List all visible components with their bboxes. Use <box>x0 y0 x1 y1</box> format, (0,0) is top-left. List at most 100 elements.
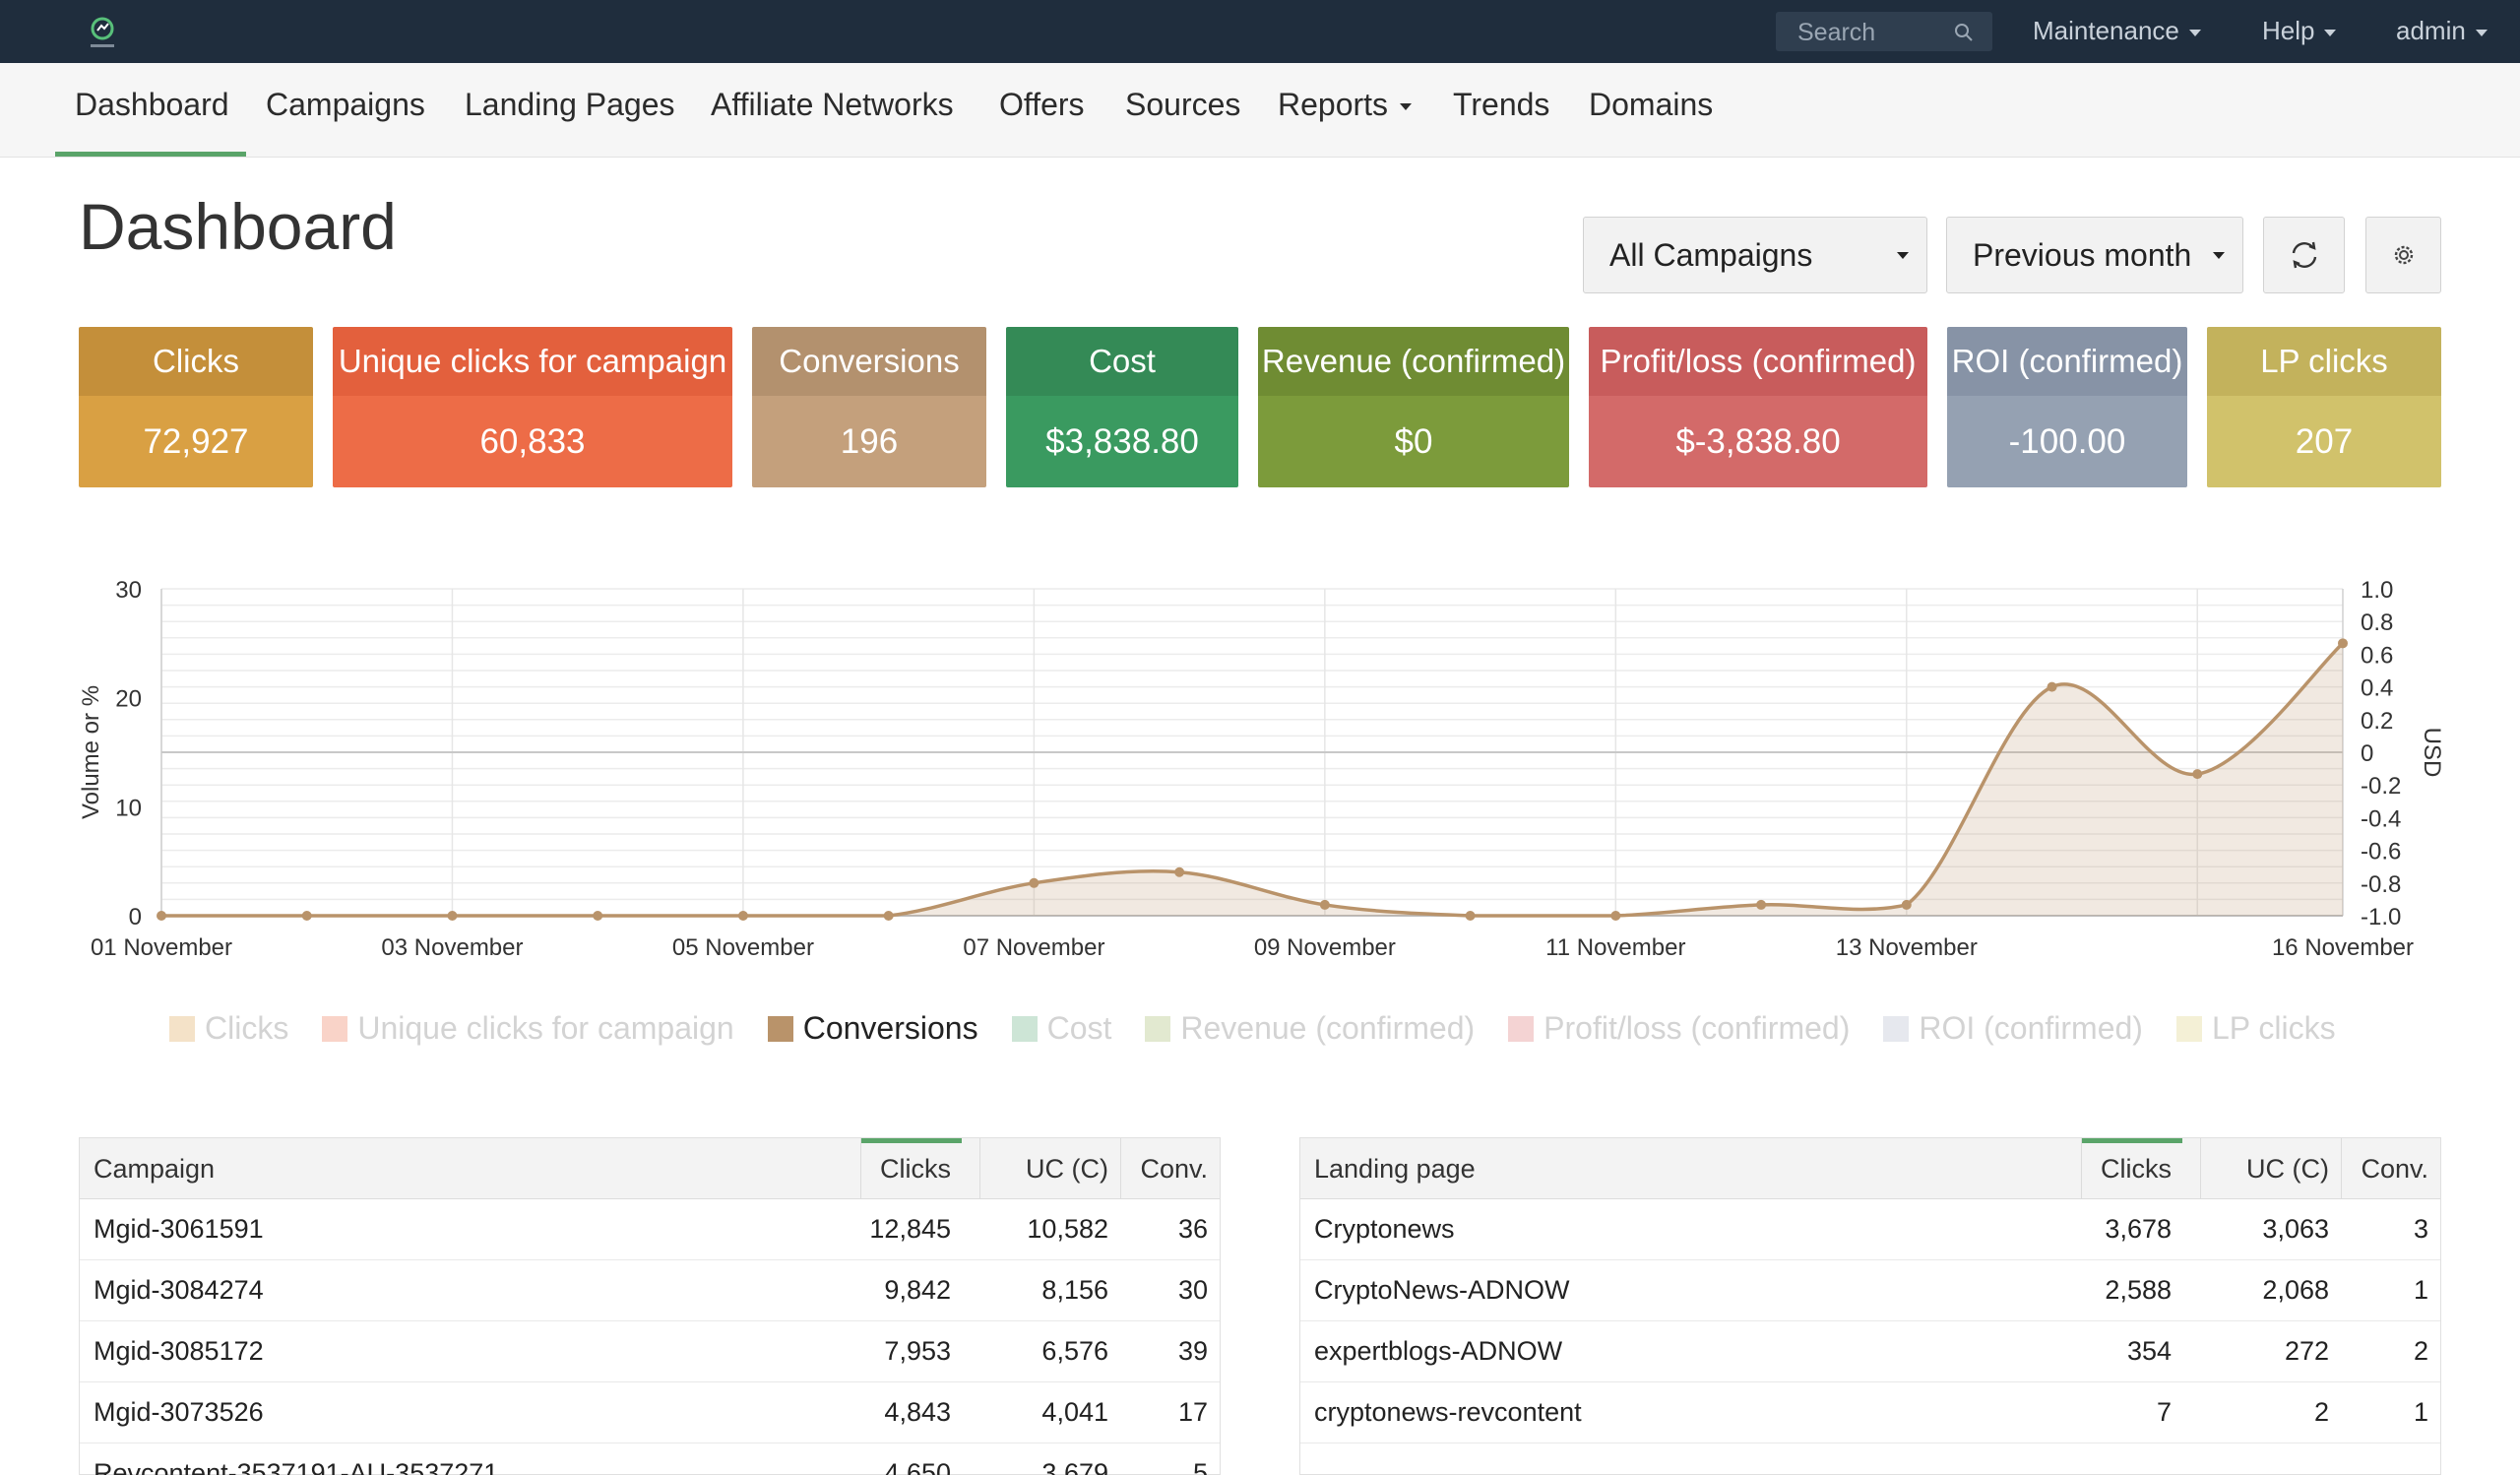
col-clicks[interactable]: Clicks <box>880 1154 951 1184</box>
chevron-down-icon <box>2475 29 2488 36</box>
data-point <box>1610 911 1621 921</box>
table-row[interactable]: CryptoNews-ADNOW 2,588 2,068 1 <box>1300 1260 2440 1321</box>
table-row[interactable]: Mgid-3073526 4,843 4,041 17 <box>80 1382 1220 1443</box>
table-row[interactable]: Mgid-3061591 12,845 10,582 36 <box>80 1199 1220 1260</box>
refresh-icon <box>2292 241 2316 269</box>
legend-label: Profit/loss (confirmed) <box>1544 1010 1851 1046</box>
y2-axis-title: USD <box>2419 728 2445 778</box>
campaign-select[interactable]: All Campaigns <box>1583 217 1927 293</box>
kpi-roi: ROI (confirmed) -100.00 <box>1947 327 2187 487</box>
y-axis-title: Volume or % <box>78 685 104 819</box>
table-row[interactable]: Mgid-3085172 7,953 6,576 39 <box>80 1321 1220 1382</box>
data-point <box>1465 911 1476 921</box>
col-uc[interactable]: UC (C) <box>1026 1154 1108 1184</box>
kpi-label: Conversions <box>752 327 986 396</box>
cell-conv: 5 <box>1192 1458 1208 1475</box>
help-menu[interactable]: Help <box>2262 16 2337 46</box>
page-title: Dashboard <box>79 190 397 263</box>
chevron-down-icon <box>2213 252 2225 259</box>
search-input[interactable]: Search <box>1776 12 1992 51</box>
y2-tick-label: -0.4 <box>2361 805 2401 832</box>
settings-button[interactable] <box>2365 217 2441 293</box>
cell-name[interactable]: Cryptonews <box>1314 1214 1455 1244</box>
legend-item[interactable]: Conversions <box>767 1010 978 1047</box>
cell-name[interactable]: Mgid-3061591 <box>94 1214 264 1244</box>
legend-item[interactable]: Cost <box>1011 1010 1112 1047</box>
cell-name[interactable]: Mgid-3085172 <box>94 1336 264 1366</box>
y2-tick-label: 0.6 <box>2361 642 2393 669</box>
legend-swatch <box>2175 1016 2202 1042</box>
nav-offers[interactable]: Offers <box>999 87 1085 122</box>
legend-label: LP clicks <box>2211 1010 2336 1046</box>
col-campaign[interactable]: Campaign <box>94 1154 216 1184</box>
table-row[interactable]: Mgid-3084274 9,842 8,156 30 <box>80 1260 1220 1321</box>
col-conv[interactable]: Conv. <box>1140 1154 1208 1184</box>
y2-tick-label: 1.0 <box>2361 577 2393 604</box>
table-row[interactable]: expertblogs-ADNOW 354 272 2 <box>1300 1321 2440 1382</box>
chevron-down-icon <box>1897 252 1909 259</box>
table-row[interactable]: Revcontent-3537191-AU-3537271 4,650 3,679 5 <box>80 1443 1220 1475</box>
column-divider <box>1120 1138 1121 1199</box>
legend-item[interactable]: ROI (confirmed) <box>1883 1010 2143 1047</box>
cell-uc: 272 <box>2284 1336 2329 1366</box>
cell-name[interactable]: Revcontent-3537191-AU-3537271 <box>94 1458 499 1475</box>
x-tick-label: 09 November <box>1254 934 1396 961</box>
nav-reports[interactable]: Reports <box>1278 87 1413 123</box>
data-point <box>737 911 748 921</box>
user-menu[interactable]: admin <box>2396 16 2488 46</box>
campaign-select-value: All Campaigns <box>1609 237 1813 273</box>
cell-clicks: 7,953 <box>884 1336 951 1366</box>
nav-domains[interactable]: Domains <box>1589 87 1714 122</box>
nav-trends[interactable]: Trends <box>1453 87 1550 122</box>
search-placeholder: Search <box>1797 19 1876 46</box>
nav-affiliate-networks[interactable]: Affiliate Networks <box>711 87 954 122</box>
table-header: Landing page Clicks UC (C) Conv. <box>1300 1138 2440 1199</box>
y2-tick-label: -0.8 <box>2361 871 2401 898</box>
legend-item[interactable]: LP clicks <box>2175 1010 2336 1047</box>
period-select[interactable]: Previous month <box>1946 217 2243 293</box>
nav-campaigns[interactable]: Campaigns <box>266 87 425 122</box>
y2-tick-label: -1.0 <box>2361 904 2401 930</box>
table-row[interactable]: cryptonews-revcontent 7 2 1 <box>1300 1382 2440 1443</box>
maintenance-menu[interactable]: Maintenance <box>2033 16 2201 46</box>
cell-name[interactable]: cryptonews-revcontent <box>1314 1397 1582 1427</box>
cell-name[interactable]: Mgid-3084274 <box>94 1275 264 1305</box>
legend-item[interactable]: Clicks <box>169 1010 288 1047</box>
chart-legend: Clicks Unique clicks for campaign Conversi… <box>169 1010 2369 1050</box>
cell-name[interactable]: expertblogs-ADNOW <box>1314 1336 1563 1366</box>
col-clicks[interactable]: Clicks <box>2101 1154 2172 1184</box>
cell-uc: 2,068 <box>2262 1275 2329 1305</box>
col-landing-page[interactable]: Landing page <box>1314 1154 1476 1184</box>
kpi-profit-loss: Profit/loss (confirmed) $-3,838.80 <box>1589 327 1927 487</box>
nav-landing-pages[interactable]: Landing Pages <box>465 87 675 122</box>
cell-conv: 3 <box>2413 1214 2428 1244</box>
data-point <box>2192 769 2203 780</box>
y2-tick-label: -0.6 <box>2361 839 2401 866</box>
col-conv[interactable]: Conv. <box>2361 1154 2428 1184</box>
legend-item[interactable]: Profit/loss (confirmed) <box>1508 1010 1850 1047</box>
legend-swatch <box>1011 1016 1038 1042</box>
legend-item[interactable]: Unique clicks for campaign <box>322 1010 734 1047</box>
nav-dashboard[interactable]: Dashboard <box>75 87 229 122</box>
conversions-line <box>161 642 2345 918</box>
legend-label: ROI (confirmed) <box>1919 1010 2143 1046</box>
legend-label: Cost <box>1046 1010 1112 1046</box>
conversions-chart: 30 20 10 0 1.0 0.8 0.6 0.4 0.2 0 -0.2 -0.4 -0.6 -0.8 -… <box>78 577 2445 961</box>
legend-item[interactable]: Revenue (confirmed) <box>1145 1010 1475 1047</box>
maintenance-menu-label: Maintenance <box>2033 16 2179 45</box>
nav-sources[interactable]: Sources <box>1125 87 1241 122</box>
table-row[interactable]: Cryptonews 3,678 3,063 3 <box>1300 1199 2440 1260</box>
y2-tick-label: 0.2 <box>2361 708 2393 735</box>
cell-name[interactable]: Mgid-3073526 <box>94 1397 264 1427</box>
refresh-button[interactable] <box>2263 217 2345 293</box>
chevron-down-icon <box>1400 103 1413 111</box>
col-uc[interactable]: UC (C) <box>2246 1154 2329 1184</box>
cell-clicks: 7 <box>2156 1397 2172 1427</box>
kpi-value: 60,833 <box>333 396 732 487</box>
cell-name[interactable]: CryptoNews-ADNOW <box>1314 1275 1570 1305</box>
x-tick-label: 01 November <box>91 934 232 961</box>
help-menu-label: Help <box>2262 16 2315 45</box>
search-icon <box>1955 24 1973 41</box>
logo-icon[interactable] <box>83 14 122 53</box>
legend-label: Clicks <box>205 1010 289 1046</box>
